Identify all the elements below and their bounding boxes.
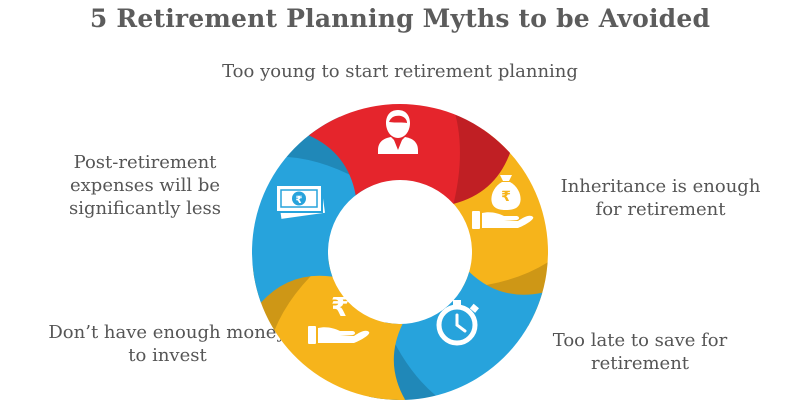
myth-label-too-young: Too young to start retirement planning bbox=[222, 61, 578, 82]
segment-too-late-shape bbox=[365, 271, 543, 400]
svg-text:₹: ₹ bbox=[331, 293, 349, 323]
stopwatch-icon bbox=[436, 300, 479, 346]
myth-label-too-late: Too late to save for retirement bbox=[552, 330, 728, 374]
segment-not-enough-money-shape bbox=[252, 253, 406, 400]
rupee-banknote-icon: ₹ bbox=[275, 184, 326, 219]
svg-text:₹: ₹ bbox=[501, 189, 511, 205]
segment-too-young-shade bbox=[453, 114, 510, 204]
infographic-title: 5 Retirement Planning Myths to be Avoide… bbox=[89, 4, 711, 33]
myth-label-not-enough-money: Don’t have enough money to invest bbox=[48, 322, 287, 366]
money-bag-hand-icon: ₹ bbox=[472, 175, 534, 229]
svg-text:₹: ₹ bbox=[296, 195, 303, 206]
myth-label-inheritance: Inheritance is enough for retirement bbox=[560, 176, 761, 220]
rupee-hand-icon: ₹ bbox=[308, 293, 370, 344]
myth-label-expenses-less: Post-retirement expenses will be signifi… bbox=[68, 152, 222, 219]
person-icon bbox=[378, 110, 418, 154]
